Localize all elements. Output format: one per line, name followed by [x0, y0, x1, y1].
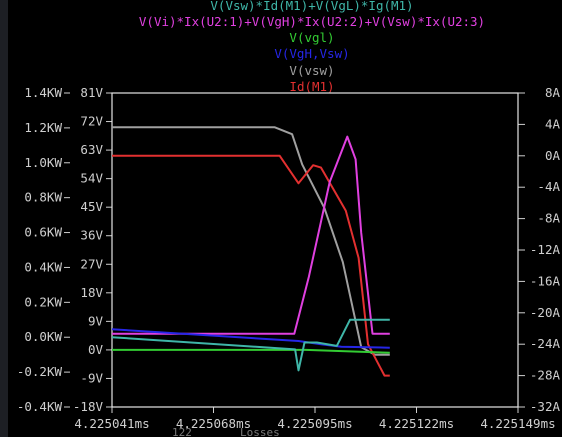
legend-entry: V(vsw)	[289, 63, 334, 78]
x-tick-label: 4.225041ms	[74, 416, 149, 431]
power-tick-label: 1.0KW	[24, 155, 62, 170]
power-tick-label: 0.4KW	[24, 259, 62, 274]
plot-window	[8, 0, 562, 437]
voltage-tick-label: -18V	[73, 399, 104, 414]
series-line	[112, 126, 390, 356]
series-line	[112, 154, 390, 377]
legend-entry: V(VgH,Vsw)	[274, 46, 349, 61]
power-tick-label: 0.8KW	[24, 190, 62, 205]
plot-area	[111, 92, 519, 408]
voltage-tick-label: 54V	[80, 171, 103, 186]
current-tick-label: 0A	[545, 148, 561, 163]
voltage-tick-label: 72V	[80, 114, 103, 129]
voltage-tick-label: 45V	[80, 199, 103, 214]
series-line	[112, 348, 390, 354]
left-axis-ticks: 1.4KW 1.2KW 1.0KW 0.8KW 0.6KW 0.4KW 0.2KW 0.0KW…	[17, 85, 112, 414]
x-axis-ticks: 4.225041ms 4.225068ms 4.225095ms 4.225122ms…	[74, 407, 556, 431]
legend-entry: V(Vsw)*Id(M1)+V(VgL)*Ig(M1)	[210, 0, 413, 13]
legend-entry: Id(M1)	[289, 79, 334, 94]
current-tick-label: -20A	[530, 305, 561, 320]
current-tick-label: -28A	[530, 368, 561, 383]
voltage-tick-label: 36V	[80, 228, 103, 243]
voltage-tick-label: 0V	[88, 342, 104, 357]
power-tick-label: 0.6KW	[24, 225, 62, 240]
power-tick-label: 1.2KW	[24, 120, 62, 135]
legend: V(Vsw)*Id(M1)+V(VgL)*Ig(M1)V(Vi)*Ix(U2:1…	[139, 0, 485, 94]
series-line	[111, 318, 390, 372]
current-tick-label: -32A	[530, 399, 561, 414]
voltage-tick-label: -9V	[80, 370, 103, 385]
series-group	[111, 126, 390, 377]
bottom-overlay-number: 122	[172, 426, 192, 437]
current-tick-label: -8A	[537, 211, 560, 226]
voltage-tick-label: 63V	[80, 142, 103, 157]
power-tick-label: 0.0KW	[24, 329, 62, 344]
current-tick-label: 8A	[545, 85, 561, 100]
x-tick-label: 4.225122ms	[379, 416, 454, 431]
power-tick-label: -0.2KW	[17, 364, 63, 379]
voltage-tick-label: 81V	[80, 85, 103, 100]
x-tick-label: 4.225149ms	[480, 416, 555, 431]
x-tick-label: 4.225068ms	[176, 416, 251, 431]
power-tick-label: 1.4KW	[24, 85, 62, 100]
current-tick-label: -4A	[537, 179, 560, 194]
power-tick-label: -0.4KW	[17, 399, 63, 414]
legend-entry: V(vgl)	[289, 30, 334, 45]
series-line	[111, 328, 390, 349]
series-line	[112, 135, 390, 335]
current-tick-label: -12A	[530, 242, 561, 257]
legend-entry: V(Vi)*Ix(U2:1)+V(VgH)*Ix(U2:2)+V(Vsw)*Ix…	[139, 14, 485, 29]
bottom-overlay-losses: Losses	[240, 426, 280, 437]
current-tick-label: -24A	[530, 336, 561, 351]
power-tick-label: 0.2KW	[24, 294, 62, 309]
voltage-tick-label: 9V	[88, 313, 104, 328]
editor-left-strip	[0, 0, 8, 437]
current-tick-label: 4A	[545, 116, 561, 131]
x-tick-label: 4.225095ms	[277, 416, 352, 431]
voltage-tick-label: 18V	[80, 285, 103, 300]
voltage-tick-label: 27V	[80, 256, 103, 271]
current-tick-label: -16A	[530, 273, 561, 288]
right-axis-ticks: 8A 4A 0A -4A -8A -12A -16A -20A -24A -28A -32A	[518, 85, 560, 414]
